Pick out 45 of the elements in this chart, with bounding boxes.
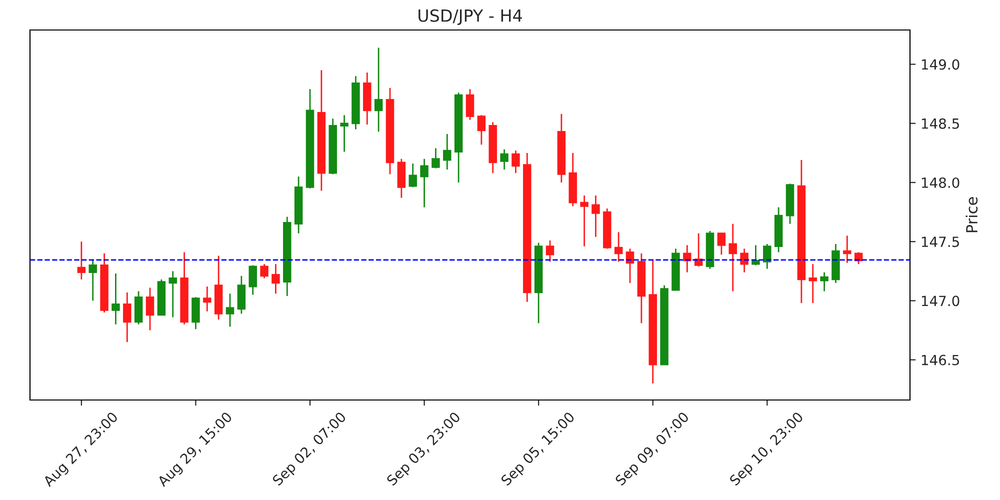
candlestick bbox=[260, 263, 268, 279]
candlestick bbox=[374, 47, 383, 132]
candlestick bbox=[808, 263, 817, 304]
candlestick bbox=[626, 248, 634, 284]
candlestick bbox=[272, 263, 280, 294]
candlestick bbox=[432, 148, 440, 169]
candlestick bbox=[820, 272, 828, 292]
candlestick bbox=[237, 275, 246, 314]
candlestick bbox=[728, 223, 737, 292]
candlestick bbox=[683, 244, 692, 274]
candlestick bbox=[752, 244, 760, 266]
candlestick bbox=[443, 133, 452, 170]
candlestick bbox=[226, 292, 234, 328]
candlestick bbox=[717, 232, 726, 256]
candlestick bbox=[123, 292, 132, 343]
candlestick bbox=[112, 272, 120, 326]
y-axis-title: Price bbox=[966, 197, 978, 232]
candlestick bbox=[546, 240, 554, 262]
candlestick bbox=[203, 286, 212, 312]
candlestick bbox=[192, 296, 200, 330]
candlestick bbox=[580, 194, 588, 248]
y-tick-label: 149.0 bbox=[922, 59, 960, 70]
candlestick bbox=[614, 231, 623, 262]
y-tick-label: 148.5 bbox=[922, 118, 959, 129]
candlestick bbox=[168, 270, 177, 318]
chart-title: USD/JPY - H4 bbox=[418, 9, 522, 26]
candlestick bbox=[477, 114, 486, 146]
candlestick bbox=[466, 88, 474, 121]
y-tick-label: 147.5 bbox=[922, 236, 959, 248]
candlestick bbox=[77, 240, 86, 280]
candlestick bbox=[843, 234, 852, 264]
candlestick bbox=[146, 287, 154, 331]
candlestick bbox=[592, 194, 600, 238]
candlestick bbox=[500, 148, 508, 170]
candlestick bbox=[512, 150, 520, 174]
candlestick bbox=[88, 258, 97, 302]
y-tick-label: 146.5 bbox=[922, 354, 959, 366]
y-tick-label: 148.0 bbox=[922, 177, 960, 188]
candlestick bbox=[340, 114, 348, 152]
candlestick bbox=[408, 162, 417, 188]
candlestick bbox=[420, 158, 428, 208]
candlestick bbox=[740, 248, 748, 274]
candlestick bbox=[763, 243, 772, 270]
candlestick bbox=[248, 264, 257, 296]
y-tick-label: 147.0 bbox=[922, 296, 960, 306]
